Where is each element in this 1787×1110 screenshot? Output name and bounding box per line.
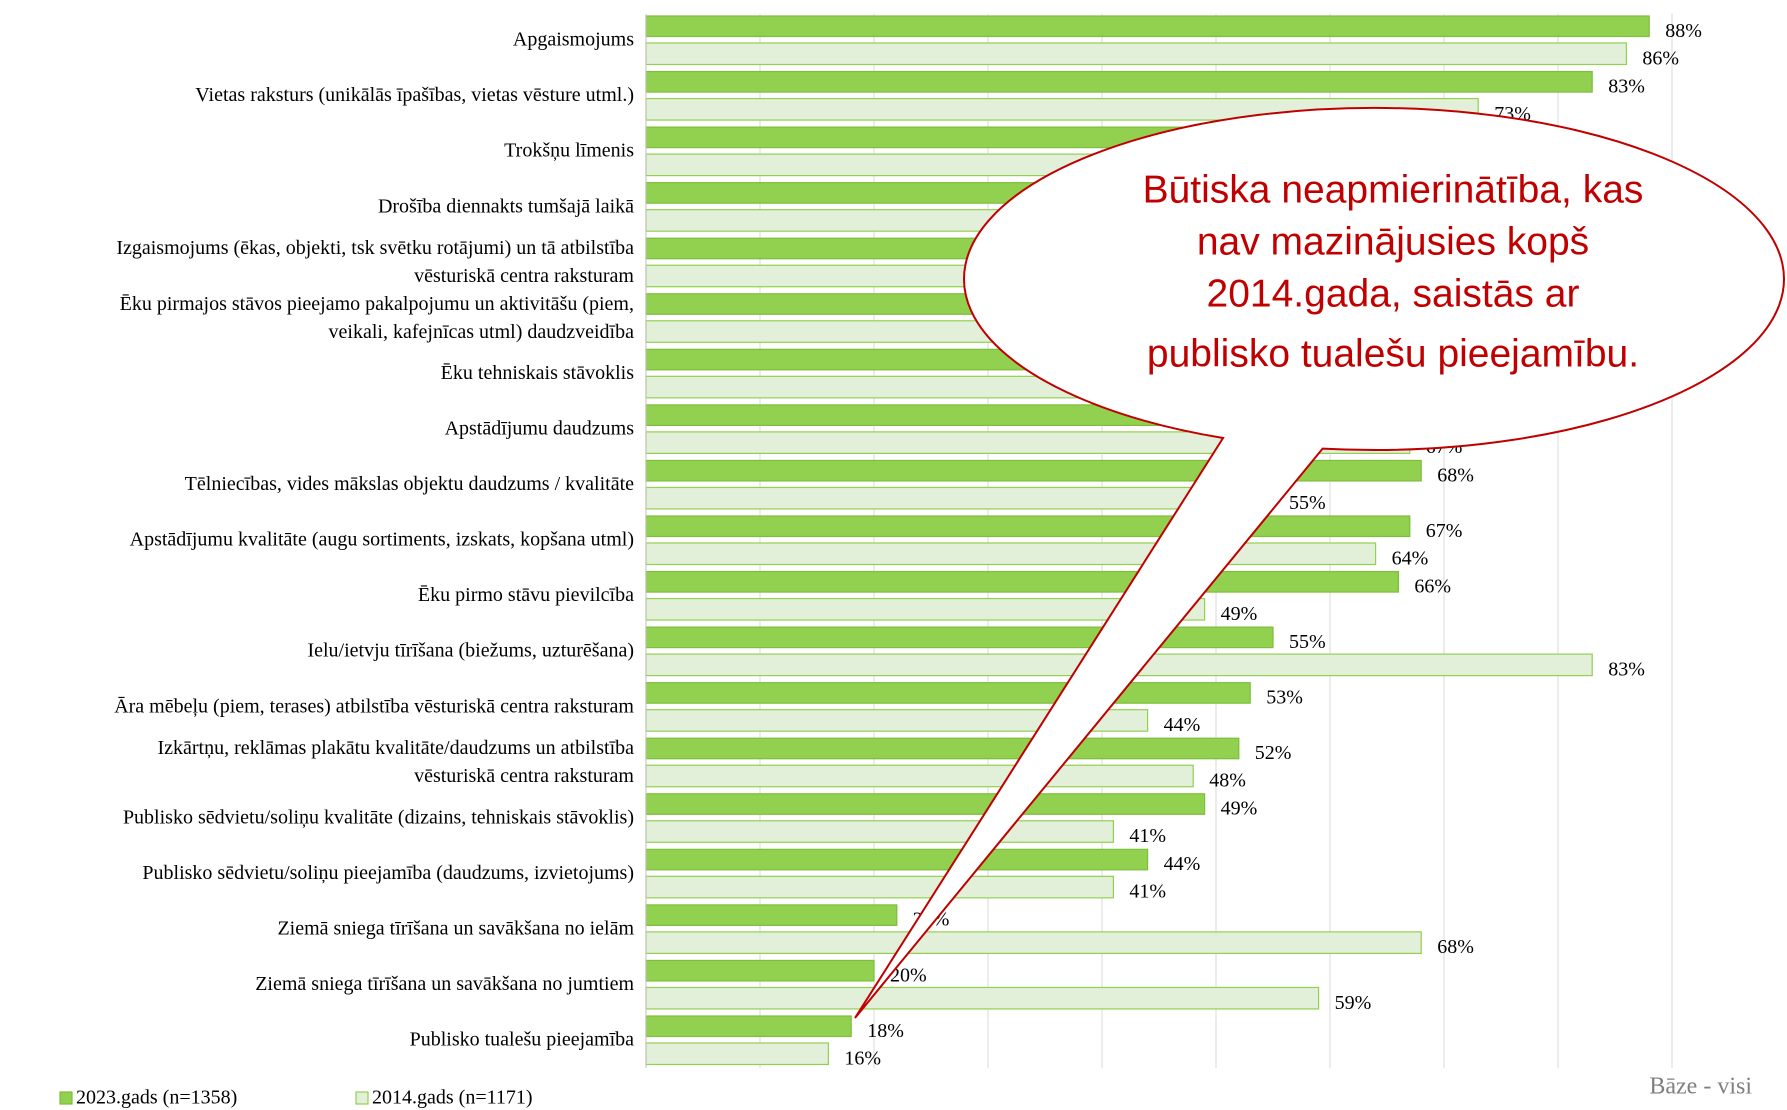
value-label: 52% (1255, 742, 1292, 764)
category-label: Publisko tualešu pieejamība (410, 1029, 635, 1051)
value-label: 66% (1414, 575, 1451, 597)
value-label: 59% (1335, 992, 1372, 1014)
bar (645, 515, 1411, 538)
category-label-line: vēsturiskā centra raksturam (414, 765, 634, 787)
legend-label: 2014.gads (n=1171) (372, 1087, 533, 1109)
bar (645, 15, 1650, 38)
base-note: Bāze - visi (1649, 1074, 1752, 1100)
category-label: Trokšņu līmenis (504, 140, 634, 162)
value-label: 16% (844, 1047, 881, 1069)
value-label: 44% (1164, 714, 1201, 736)
value-label: 83% (1608, 75, 1645, 97)
bar (645, 875, 1114, 899)
category-label: Ziemā sniega tīrīšana un savākšana no ju… (255, 973, 634, 995)
category-label: Drošība diennakts tumšajā laikā (378, 195, 634, 217)
category-label-line: veikali, kafejnīcas utml) daudzveidība (329, 320, 635, 342)
value-label: 64% (1392, 547, 1429, 569)
category-label: Ielu/ietvju tīrīšana (biežums, uzturēšan… (307, 640, 634, 662)
value-label: 55% (1289, 492, 1326, 514)
value-label: 41% (1129, 825, 1166, 847)
bar (645, 764, 1194, 788)
bar (645, 1015, 852, 1038)
callout-text: publisko tualešu pieejamību. (1147, 332, 1639, 375)
bar (645, 737, 1240, 760)
category-label: Apstādījumu kvalitāte (augu sortiments, … (130, 529, 634, 551)
category-label: Ziemā sniega tīrīšana un savākšana no ie… (277, 917, 634, 939)
bar (645, 793, 1206, 815)
value-label: 20% (890, 964, 927, 986)
value-label: 44% (1164, 853, 1201, 875)
bar (645, 42, 1628, 66)
callout-text: Būtiska neapmierinātība, kas (1143, 168, 1644, 211)
value-label: 88% (1665, 20, 1702, 42)
value-label: 53% (1266, 687, 1303, 709)
bar (645, 70, 1593, 93)
category-label: Tēlniecības, vides mākslas objektu daudz… (185, 473, 634, 495)
bar (645, 1042, 829, 1066)
legend-label: 2023.gads (n=1358) (76, 1087, 237, 1109)
category-label-line: vēsturiskā centra raksturam (414, 265, 634, 287)
category-label: Ēku pirmajos stāvos pieejamo pakalpojumu… (120, 292, 634, 342)
category-label: Vietas raksturs (unikālās īpašības, viet… (195, 84, 634, 106)
category-label: Ēku pirmo stāvu pievilcība (418, 584, 634, 606)
bar (645, 542, 1377, 566)
value-label: 49% (1221, 603, 1258, 625)
bar (645, 904, 898, 926)
bar (645, 820, 1114, 843)
value-label: 49% (1221, 798, 1258, 820)
value-label: 41% (1129, 881, 1166, 903)
category-label: Izkārtņu, reklāmas plakātu kvalitāte/dau… (157, 737, 634, 787)
bar (645, 931, 1422, 954)
callout (854, 107, 1785, 1019)
category-label-line: Ēku pirmajos stāvos pieejamo pakalpojumu… (120, 292, 634, 314)
category-label: Izgaismojums (ēkas, objekti, tsk svētku … (116, 237, 634, 287)
bar (645, 986, 1320, 1010)
value-label: 83% (1608, 658, 1645, 680)
callout-text: nav mazinājusies kopš (1197, 220, 1589, 263)
category-label: Apgaismojums (513, 29, 634, 51)
value-label: 68% (1437, 464, 1474, 486)
value-label: 55% (1289, 631, 1326, 653)
value-label: 86% (1642, 47, 1679, 69)
bar (645, 570, 1400, 593)
callout-text: 2014.gada, saistās ar (1207, 272, 1580, 315)
category-label-line: Izkārtņu, reklāmas plakātu kvalitāte/dau… (157, 737, 634, 759)
value-label: 18% (867, 1020, 904, 1042)
category-label: Āra mēbeļu (piem, terases) atbilstība vē… (114, 695, 634, 717)
legend-swatch (355, 1091, 369, 1105)
value-label: 68% (1437, 936, 1474, 958)
bar (645, 848, 1149, 871)
category-label: Publisko sēdvietu/soliņu kvalitāte (diza… (123, 806, 634, 828)
bar (645, 682, 1251, 704)
value-label: 48% (1209, 770, 1246, 792)
category-label: Publisko sēdvietu/soliņu pieejamība (dau… (142, 862, 634, 884)
category-label-line: Izgaismojums (ēkas, objekti, tsk svētku … (116, 237, 634, 259)
category-label: Ēku tehniskais stāvoklis (441, 362, 635, 384)
value-label: 67% (1426, 520, 1463, 542)
bar (645, 959, 875, 982)
legend-swatch (59, 1091, 73, 1105)
bar (645, 626, 1274, 649)
category-label: Apstādījumu daudzums (445, 417, 635, 439)
